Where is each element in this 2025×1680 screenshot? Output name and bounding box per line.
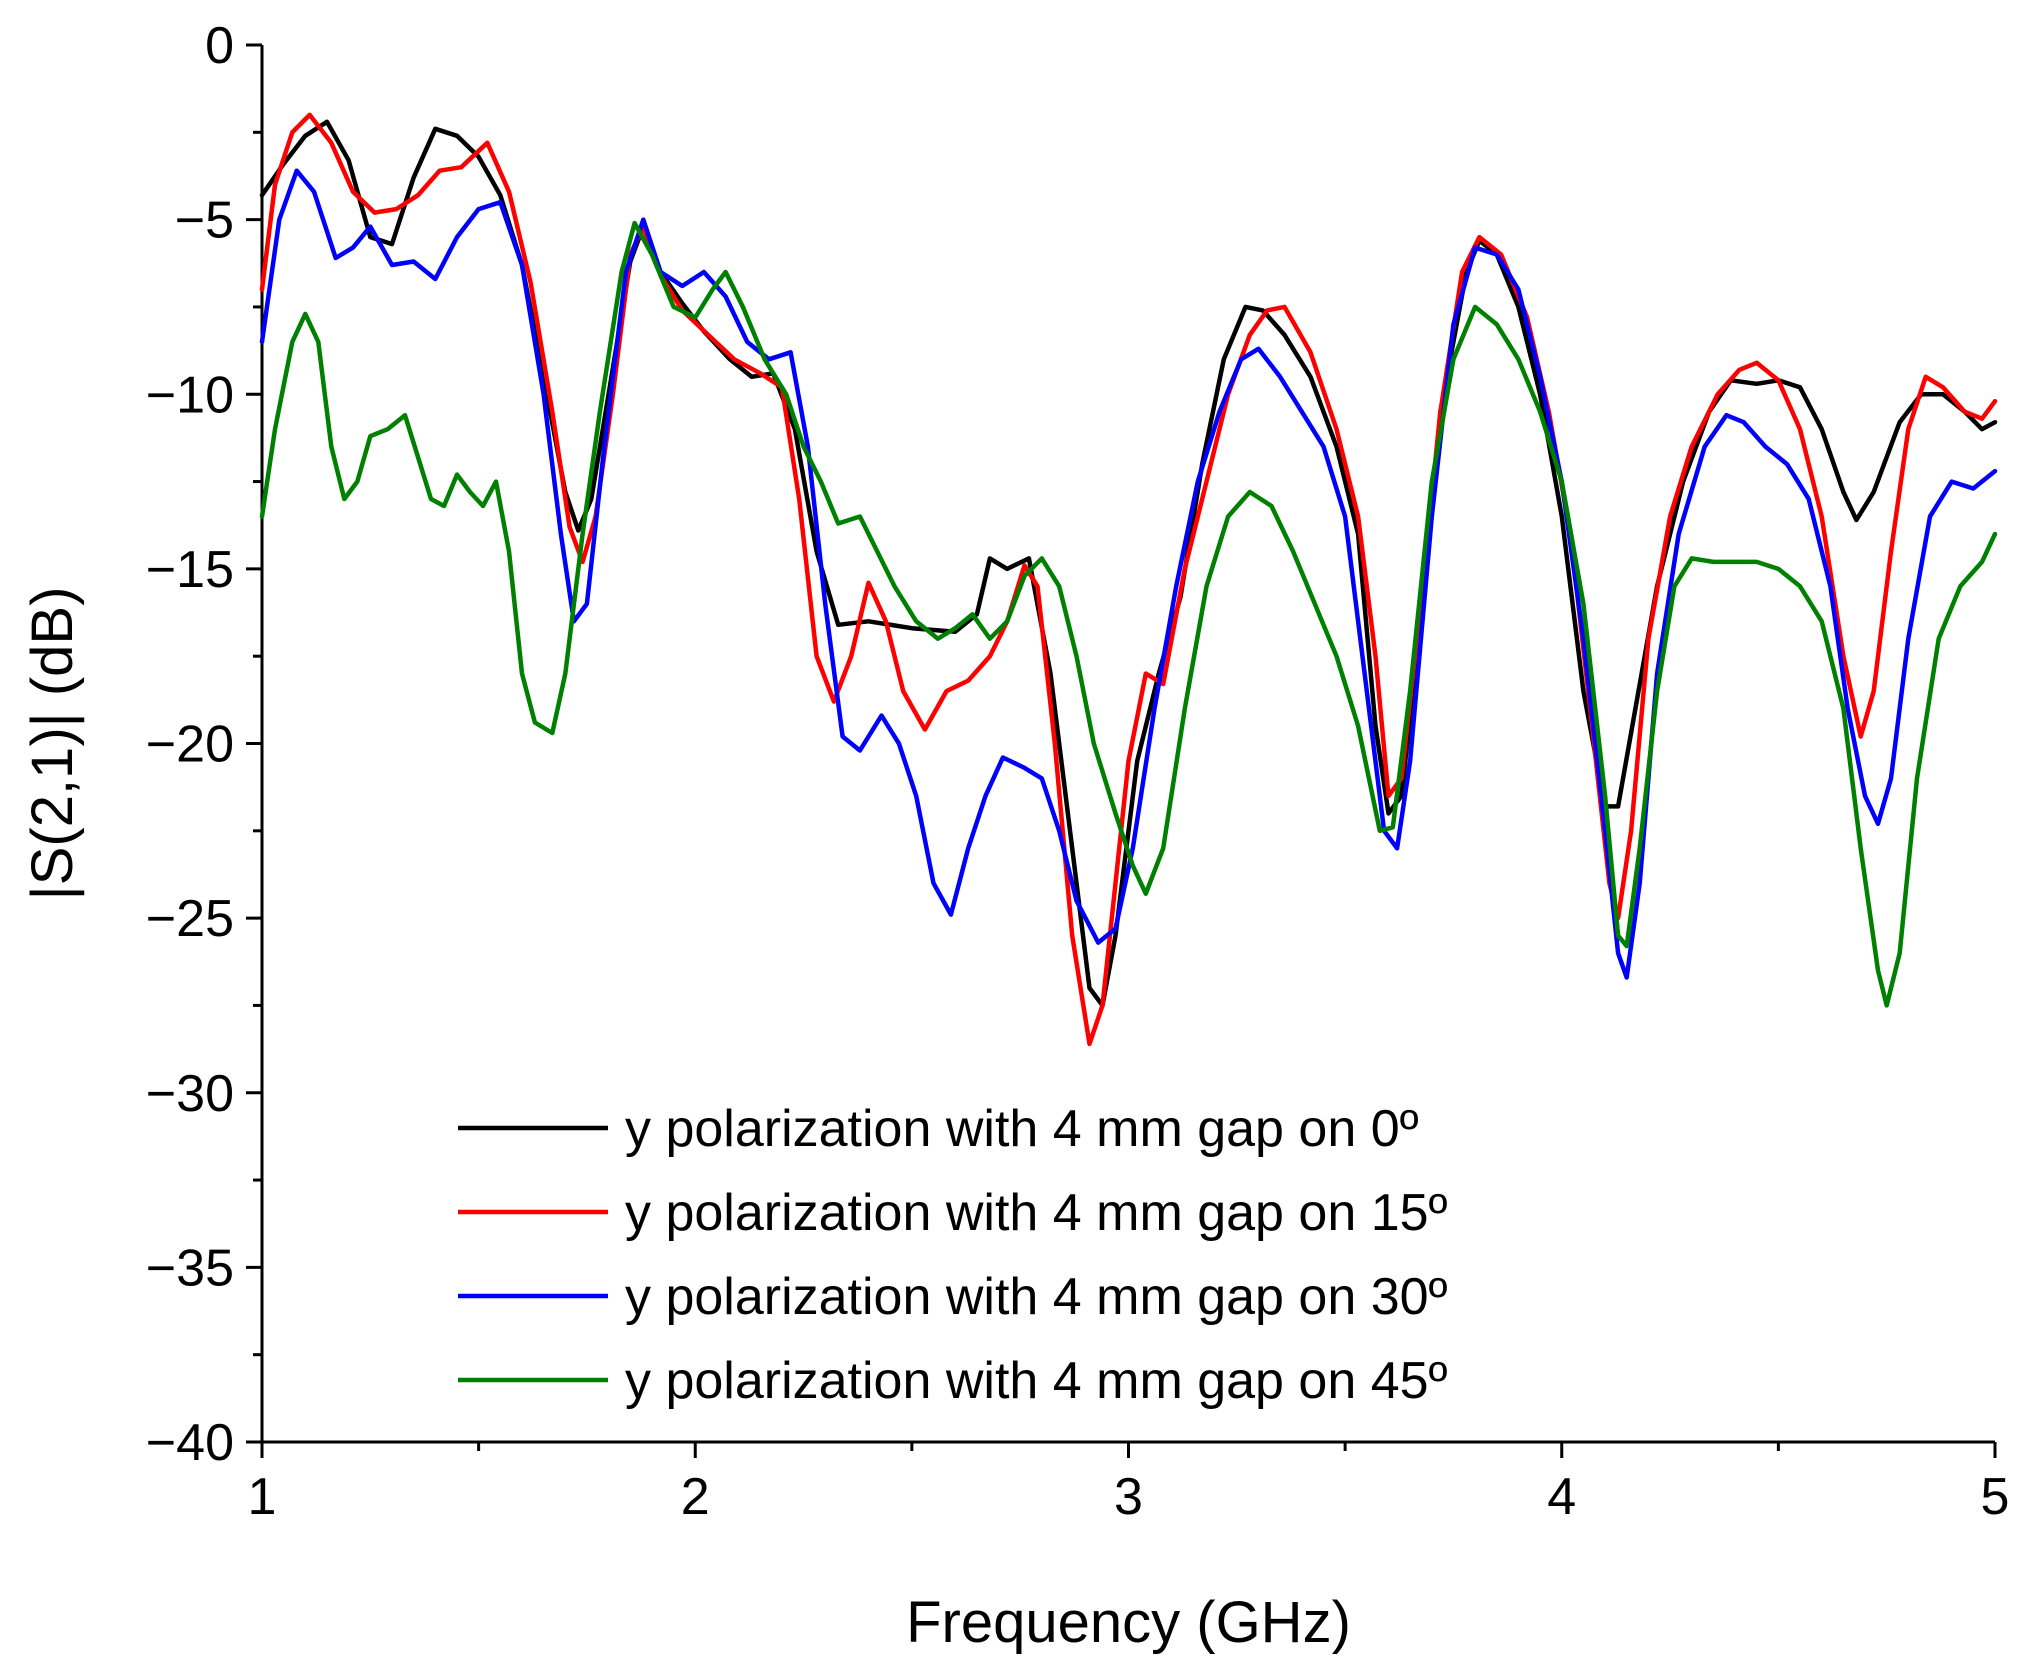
chart-container: 1 2 3 4 5 0 −5 −10 −15 −20 −25 −30 −35 −40 Frequency (… <box>0 0 2025 1680</box>
x-tick-label: 3 <box>1114 1468 1143 1526</box>
series-line-3 <box>262 223 1995 1005</box>
legend-label-3: y polarization with 4 mm gap on 45º <box>625 1352 1448 1410</box>
x-tick-label: 4 <box>1547 1468 1576 1526</box>
legend: y polarization with 4 mm gap on 0º y pola… <box>458 1100 1448 1410</box>
legend-label-2: y polarization with 4 mm gap on 30º <box>625 1268 1448 1326</box>
x-tick-label: 1 <box>248 1468 277 1526</box>
legend-label-0: y polarization with 4 mm gap on 0º <box>625 1100 1419 1158</box>
x-tick-label: 2 <box>681 1468 710 1526</box>
y-tick-label: −25 <box>146 890 234 948</box>
y-tick-label: −30 <box>146 1065 234 1123</box>
y-tick-label: −35 <box>146 1239 234 1297</box>
x-tick-label: 5 <box>1981 1468 2010 1526</box>
y-tick-label: −15 <box>146 541 234 599</box>
line-chart: 1 2 3 4 5 0 −5 −10 −15 −20 −25 −30 −35 −40 Frequency (… <box>0 0 2025 1680</box>
y-tick-label: −10 <box>146 366 234 424</box>
y-axis-title: |S(2,1)| (dB) <box>20 587 85 901</box>
legend-label-1: y polarization with 4 mm gap on 15º <box>625 1184 1448 1242</box>
y-tick-label: 0 <box>205 17 234 75</box>
series-line-1 <box>262 115 1995 1044</box>
series-lines <box>262 115 1995 1044</box>
y-tick-label: −20 <box>146 716 234 774</box>
y-tick-label: −40 <box>146 1414 234 1472</box>
x-axis-title: Frequency (GHz) <box>906 1590 1351 1655</box>
y-tick-label: −5 <box>175 192 234 250</box>
